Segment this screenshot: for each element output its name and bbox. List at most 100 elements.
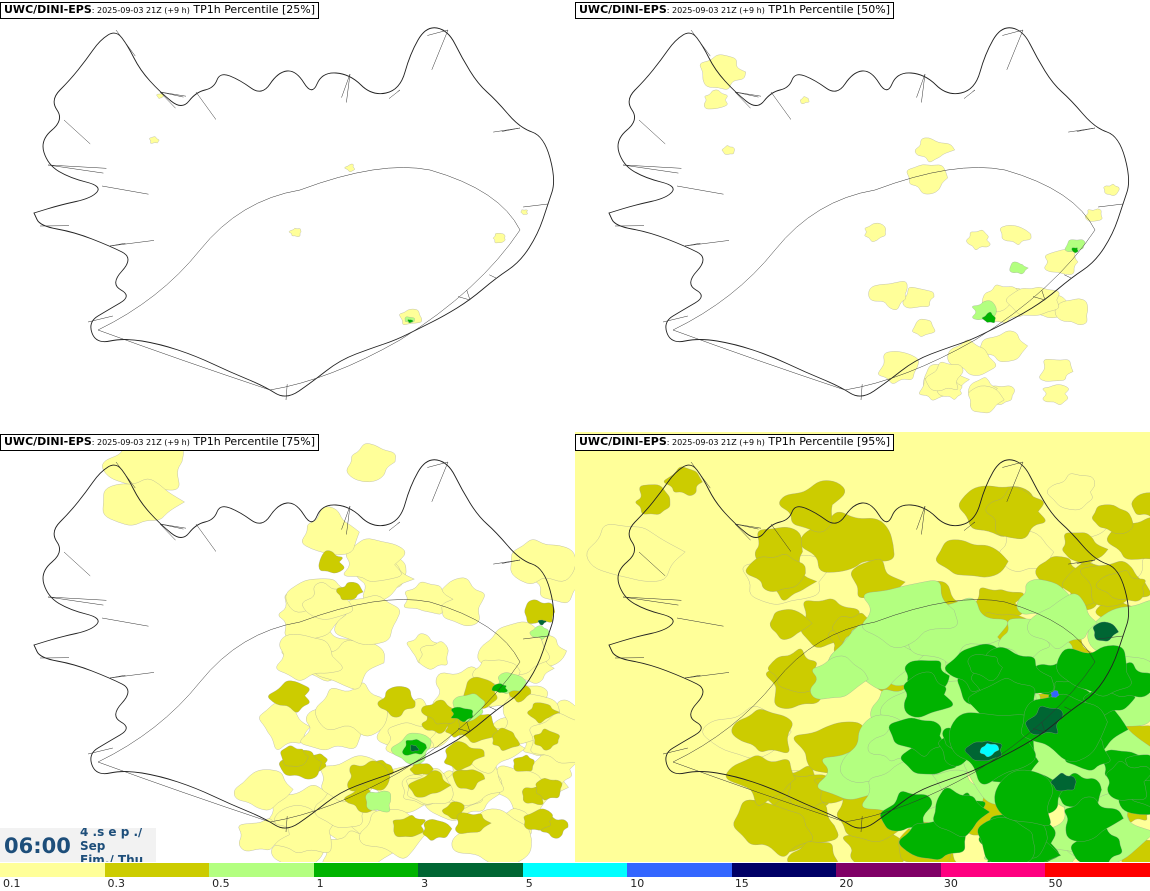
precip-area [149, 136, 160, 144]
panel-title: UWC/DINI-EPS: 2025-09-03 21Z (+9 h) TP1h… [575, 2, 894, 19]
panel-title: UWC/DINI-EPS: 2025-09-03 21Z (+9 h) TP1h… [575, 434, 894, 451]
precip-area [491, 683, 508, 693]
precip-area [1000, 225, 1032, 245]
precip-area [234, 769, 294, 811]
precip-area [524, 599, 556, 624]
map-panel-p75: UWC/DINI-EPS: 2025-09-03 21Z (+9 h) TP1h… [0, 432, 575, 862]
run-info: : 2025-09-03 21Z (+9 h) [666, 438, 765, 447]
panel-title: UWC/DINI-EPS: 2025-09-03 21Z (+9 h) TP1h… [0, 2, 319, 19]
precip-area [933, 787, 991, 837]
precip-area [977, 817, 1036, 862]
precip-area [779, 480, 846, 533]
precip-area [769, 609, 813, 640]
field-name: TP1h Percentile [50%] [764, 3, 890, 16]
legend-swatch [836, 863, 942, 877]
date-line-1: 4 .s e p ./ [80, 828, 143, 839]
precip-area [1106, 761, 1150, 801]
precip-area [1064, 239, 1086, 252]
model-name: UWC/DINI-EPS [579, 3, 667, 16]
precip-area [377, 686, 416, 718]
precip-area [704, 89, 728, 110]
legend-label: 0.3 [107, 877, 126, 890]
precip-area [1039, 359, 1074, 382]
precip-area [966, 229, 991, 250]
precip-area [451, 706, 473, 723]
valid-time: 06:00 [4, 834, 71, 858]
precip-area [365, 790, 391, 813]
precip-area [344, 163, 355, 172]
precip-area [994, 769, 1053, 826]
precip-area [1056, 645, 1132, 697]
precip-area [403, 581, 454, 615]
legend-swatch [731, 863, 837, 877]
precip-area [1131, 492, 1150, 517]
precip-area [733, 799, 813, 857]
legend-swatch [627, 863, 733, 877]
legend-label: 0.1 [3, 877, 21, 890]
precip-area [444, 741, 485, 771]
legend-swatch [940, 863, 1046, 877]
legend-swatch [1045, 863, 1150, 877]
precip-area [586, 524, 686, 582]
coastline [608, 27, 1130, 397]
legend-swatch [522, 863, 628, 877]
model-name: UWC/DINI-EPS [579, 435, 667, 448]
precip-area [268, 680, 310, 713]
precip-area [346, 443, 396, 483]
coastline [33, 27, 555, 397]
date-line-3: Fim./ Thu [80, 853, 144, 862]
precip-area [699, 54, 746, 90]
coastline [33, 459, 555, 829]
precip-area [1121, 839, 1150, 862]
precip-area [1050, 690, 1060, 698]
precip-area [935, 539, 1009, 578]
panel-title: UWC/DINI-EPS: 2025-09-03 21Z (+9 h) TP1h… [0, 434, 319, 451]
precip-area [452, 769, 486, 791]
legend-label: 1 [316, 877, 324, 890]
legend-swatch [418, 863, 524, 877]
precip-area [520, 209, 528, 215]
legend-label: 20 [839, 877, 854, 890]
precip-area [302, 506, 360, 556]
precip-area [902, 287, 935, 309]
precip-area [533, 728, 560, 751]
legend-label: 15 [734, 877, 749, 890]
field-name: TP1h Percentile [25%] [189, 3, 315, 16]
precip-area [906, 164, 948, 195]
precip-area [967, 654, 1003, 681]
precip-area [102, 478, 185, 526]
legend-swatch [104, 863, 210, 877]
precip-area [537, 619, 547, 626]
map-panel-p25: UWC/DINI-EPS: 2025-09-03 21Z (+9 h) TP1h… [0, 0, 575, 430]
precip-area [1095, 570, 1146, 602]
precip-area [1103, 183, 1120, 196]
precip-area [1027, 593, 1098, 649]
precip-area [810, 655, 869, 700]
precip-area [968, 385, 1005, 414]
precip-area [981, 311, 996, 323]
field-name: TP1h Percentile [75%] [189, 435, 315, 448]
precip-area [280, 745, 309, 767]
valid-date: 4 .s e p ./ Sep Fim./ Thu [80, 828, 143, 862]
precip-area [315, 682, 388, 737]
precip-area [513, 754, 535, 772]
precip-area [318, 550, 345, 574]
precip-area [421, 699, 460, 725]
precip-area [455, 812, 492, 834]
run-info: : 2025-09-03 21Z (+9 h) [91, 438, 190, 447]
legend-label: 0.5 [212, 877, 230, 890]
precip-area [721, 145, 735, 155]
model-name: UWC/DINI-EPS [4, 3, 92, 16]
precip-area [1044, 248, 1079, 275]
precip-area [1009, 261, 1029, 275]
precip-area [238, 818, 290, 852]
precip-area [1092, 504, 1134, 534]
precip-map [608, 27, 1130, 414]
precip-area [862, 580, 958, 649]
precip-area [868, 281, 908, 310]
precip-area [418, 641, 449, 670]
precip-area [888, 717, 944, 757]
precip-area [745, 554, 806, 592]
precip-area [276, 634, 343, 681]
legend-swatch [313, 863, 419, 877]
